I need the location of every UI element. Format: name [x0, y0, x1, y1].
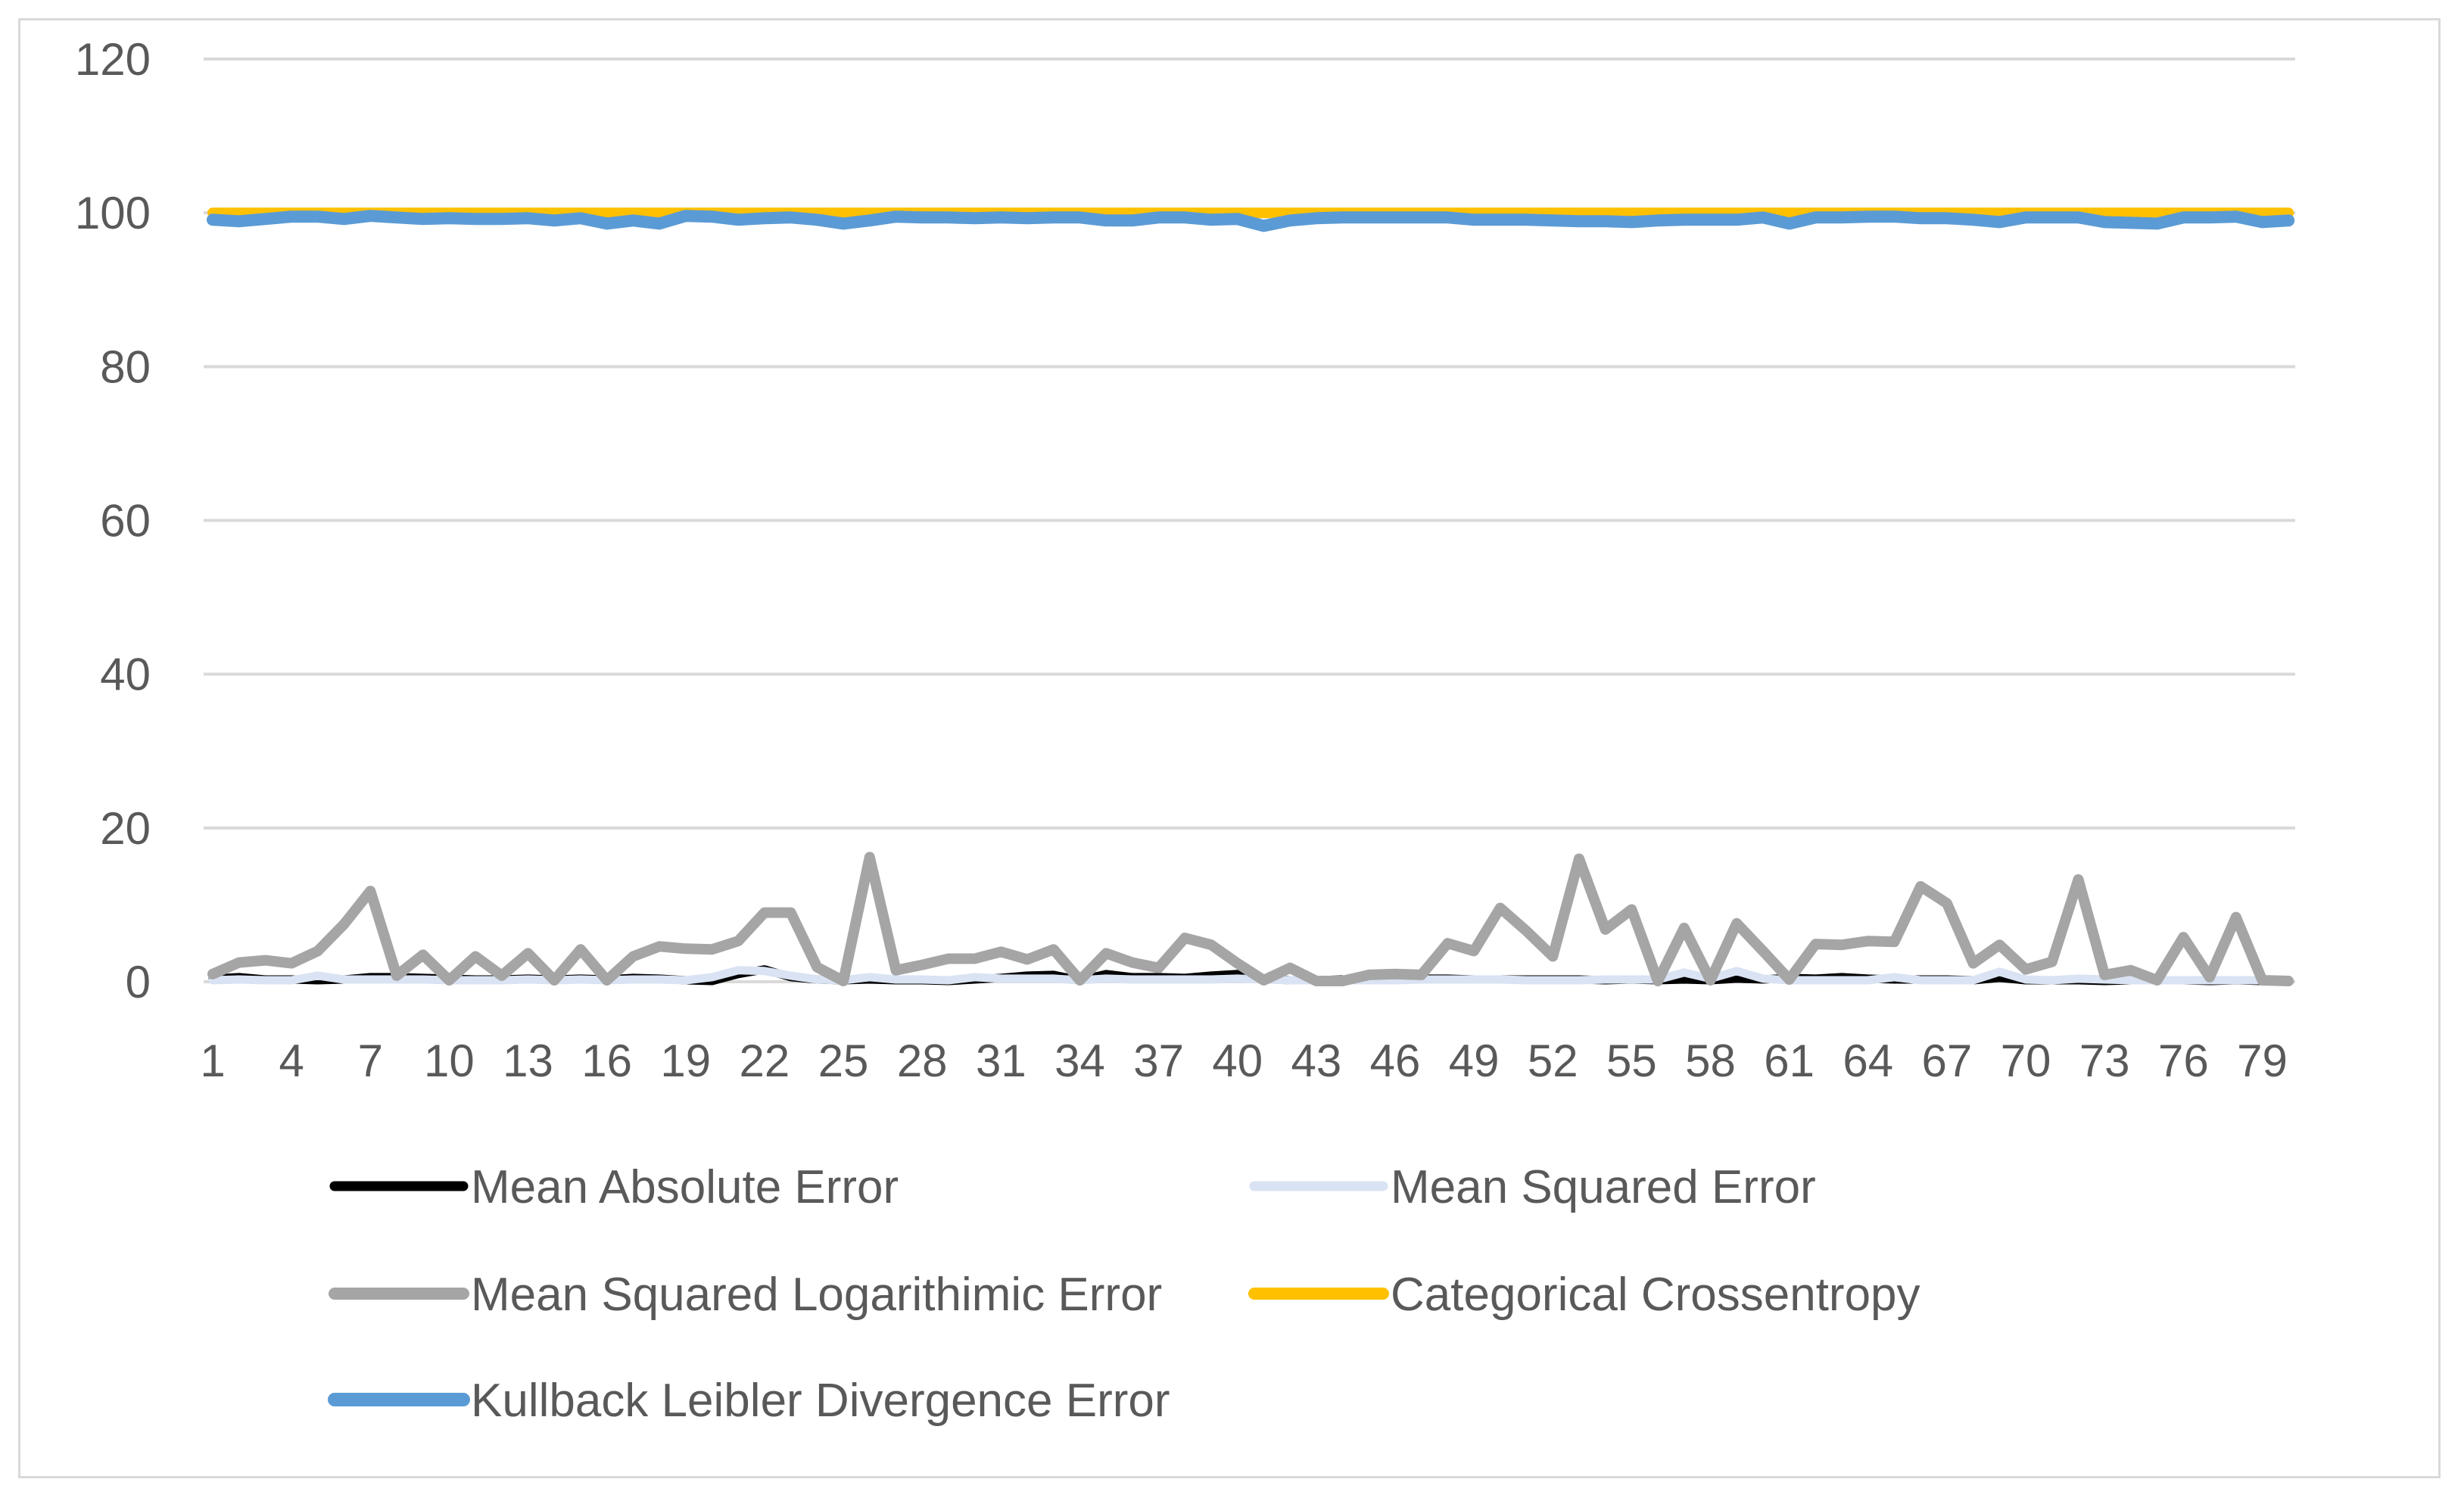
x-tick-label: 58	[1685, 1036, 1736, 1086]
series-lines	[207, 207, 2295, 986]
x-tick-label: 31	[976, 1036, 1026, 1086]
x-tick-label: 64	[1843, 1036, 1893, 1086]
line-chart: 0 20 40 60 80 100 120 1 4 7 10 13 16 19 22 25 28 31 34 37 4…	[75, 34, 2295, 1427]
legend-item-categorical-crossentropy: Categorical Crossentropy	[1248, 1269, 1920, 1321]
legend-item-kullback-leibler-divergence-error: Kullback Leibler Divergence Error	[328, 1375, 1170, 1427]
x-tick-label: 43	[1291, 1036, 1341, 1086]
x-tick-label: 55	[1606, 1036, 1657, 1086]
x-tick-label: 49	[1449, 1036, 1500, 1086]
x-tick-label: 28	[897, 1036, 948, 1086]
series-line-kullback-leibler-divergence-error	[207, 210, 2295, 232]
x-tick-label: 22	[740, 1036, 790, 1086]
x-tick-label: 25	[818, 1036, 869, 1086]
x-tick-label: 73	[2079, 1036, 2130, 1086]
x-tick-label: 1	[200, 1036, 225, 1086]
x-tick-label: 70	[2001, 1036, 2051, 1086]
y-tick-label: 0	[126, 957, 151, 1007]
y-tick-label: 80	[100, 341, 151, 392]
gridlines	[204, 58, 2295, 983]
y-tick-label: 120	[75, 34, 151, 85]
y-axis-ticks: 0 20 40 60 80 100 120	[75, 34, 151, 1007]
x-tick-label: 13	[503, 1036, 553, 1086]
legend-item-mean-squared-error: Mean Squared Error	[1249, 1161, 1816, 1213]
x-tick-label: 7	[358, 1036, 383, 1086]
y-tick-label: 40	[100, 649, 151, 700]
chart-frame: 0 20 40 60 80 100 120 1 4 7 10 13 16 19 22 25 28 31 34 37 4…	[18, 18, 2441, 1478]
legend-label: Categorical Crossentropy	[1391, 1269, 1920, 1321]
x-tick-label: 34	[1054, 1036, 1105, 1086]
legend-label: Kullback Leibler Divergence Error	[471, 1375, 1170, 1427]
x-tick-label: 19	[660, 1036, 711, 1086]
legend-item-mean-squared-logarithimic-error: Mean Squared Logarithimic Error	[329, 1269, 1162, 1321]
x-axis-ticks: 1 4 7 10 13 16 19 22 25 28 31 34 37 40 43 46 49 52 55 58 61 6…	[200, 1036, 2288, 1086]
x-tick-label: 52	[1528, 1036, 1578, 1086]
series-line-mean-squared-logarithimic-error	[207, 852, 2294, 986]
legend-label: Mean Squared Error	[1391, 1161, 1816, 1213]
x-tick-label: 40	[1212, 1036, 1263, 1086]
x-tick-label: 10	[424, 1036, 475, 1086]
x-tick-label: 76	[2158, 1036, 2209, 1086]
y-tick-label: 20	[100, 803, 151, 854]
x-tick-label: 4	[279, 1036, 304, 1086]
legend: Mean Absolute Error Mean Squared Error Mea…	[328, 1161, 1920, 1427]
y-tick-label: 100	[75, 188, 151, 238]
y-tick-label: 60	[100, 496, 151, 547]
legend-item-mean-absolute-error: Mean Absolute Error	[329, 1161, 899, 1213]
x-tick-label: 61	[1764, 1036, 1815, 1086]
x-tick-label: 79	[2237, 1036, 2288, 1086]
legend-label: Mean Absolute Error	[471, 1161, 899, 1213]
legend-label: Mean Squared Logarithimic Error	[471, 1269, 1162, 1321]
x-tick-label: 37	[1133, 1036, 1184, 1086]
x-tick-label: 46	[1370, 1036, 1421, 1086]
x-tick-label: 67	[1922, 1036, 1973, 1086]
x-tick-label: 16	[581, 1036, 632, 1086]
